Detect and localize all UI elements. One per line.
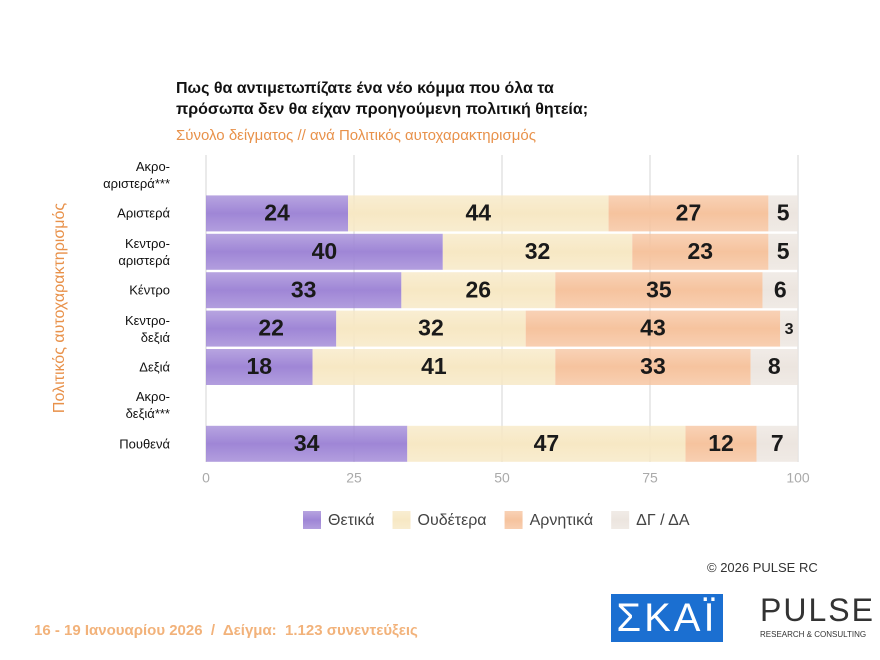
chart-title: Πως θα αντιμετωπίζατε ένα νέο κόμμα που …: [176, 80, 589, 118]
bar-segment: [312, 349, 556, 385]
logo-skai: ΣΚΑΪ: [611, 594, 723, 642]
data-label: 3: [785, 321, 794, 338]
legend-swatch: [392, 511, 411, 529]
bar-segment: [525, 310, 781, 347]
data-label: 41: [421, 353, 447, 379]
chart-subtitle: Σύνολο δείγματος // ανά Πολιτικός αυτοχα…: [176, 127, 536, 144]
logo-pulse-sub: RESEARCH & CONSULTING: [760, 630, 867, 639]
bar-segment: [750, 349, 798, 385]
x-tick-label: 0: [202, 470, 210, 486]
data-label: 23: [688, 238, 714, 264]
data-label: 22: [258, 315, 284, 341]
data-label: 47: [534, 430, 560, 456]
data-label: 44: [466, 199, 492, 225]
data-label: 34: [294, 430, 320, 456]
y-tick-label: Δεξιά: [139, 359, 170, 375]
data-label: 35: [646, 276, 672, 302]
bar-segment: [768, 233, 798, 270]
bar-segment: [336, 310, 526, 347]
bar-segment: [608, 195, 769, 232]
bar-segment: [768, 195, 798, 232]
y-tick-label: Ακρο- δεξιά***: [125, 389, 170, 422]
x-tick-label: 25: [346, 470, 362, 486]
bar-segment: [442, 233, 633, 270]
bar-segment: [206, 272, 402, 309]
data-label: 43: [640, 315, 666, 341]
legend-label: Θετικά: [328, 512, 375, 529]
y-tick-label: Αριστερά: [117, 205, 170, 221]
data-label: 5: [777, 199, 790, 225]
legend-swatch: [303, 511, 321, 529]
y-tick-label: Κεντρο- αριστερά: [118, 235, 170, 268]
legend-swatch: [504, 511, 523, 529]
data-label: 32: [418, 315, 444, 341]
data-label: 6: [774, 276, 787, 302]
data-label: 7: [771, 430, 784, 456]
bar-segment: [762, 272, 798, 309]
bar-segment: [632, 233, 769, 270]
bar-segment: [401, 272, 556, 309]
copyright: © 2026 PULSE RC: [707, 560, 818, 575]
bar-segment: [685, 425, 757, 462]
data-label: 26: [466, 276, 492, 302]
bar-segment: [555, 349, 751, 385]
data-label: 5: [777, 238, 790, 264]
bar-segment: [756, 425, 798, 462]
x-tick-label: 75: [642, 470, 658, 486]
data-label: 40: [312, 238, 338, 264]
bar-segment: [206, 310, 337, 347]
bar-segment: [407, 425, 686, 462]
x-tick-label: 50: [494, 470, 510, 486]
data-label: 27: [676, 199, 702, 225]
data-label: 18: [246, 353, 272, 379]
y-tick-label: Πουθενά: [119, 436, 170, 452]
y-tick-label: Ακρο- αριστερά***: [103, 159, 170, 191]
bar-segment: [206, 233, 443, 270]
x-tick-label: 100: [786, 470, 810, 486]
y-tick-label: Κεντρο- δεξιά: [124, 312, 170, 345]
legend-label: Αρνητικά: [530, 512, 594, 529]
bar-segment: [206, 425, 408, 462]
data-label: 33: [640, 353, 666, 379]
y-tick-label: Κέντρο: [129, 282, 170, 298]
bar-segment: [348, 195, 609, 232]
data-label: 33: [291, 276, 317, 302]
legend-label: ΔΓ / ΔΑ: [636, 512, 690, 529]
data-label: 32: [525, 238, 551, 264]
bar-segment: [555, 272, 763, 309]
footer: 16 - 19 Ιανουαρίου 2026 / Δείγμα: 1.123 …: [34, 622, 418, 639]
data-label: 8: [768, 353, 781, 379]
bar-segment: [206, 195, 349, 232]
data-label: 24: [264, 199, 290, 225]
bar-segment: [780, 310, 798, 347]
logo-pulse: PULSE: [760, 592, 875, 628]
data-label: 12: [708, 430, 734, 456]
legend-swatch: [611, 511, 630, 529]
bar-segment: [206, 349, 313, 385]
legend-label: Ουδέτερα: [418, 512, 487, 529]
